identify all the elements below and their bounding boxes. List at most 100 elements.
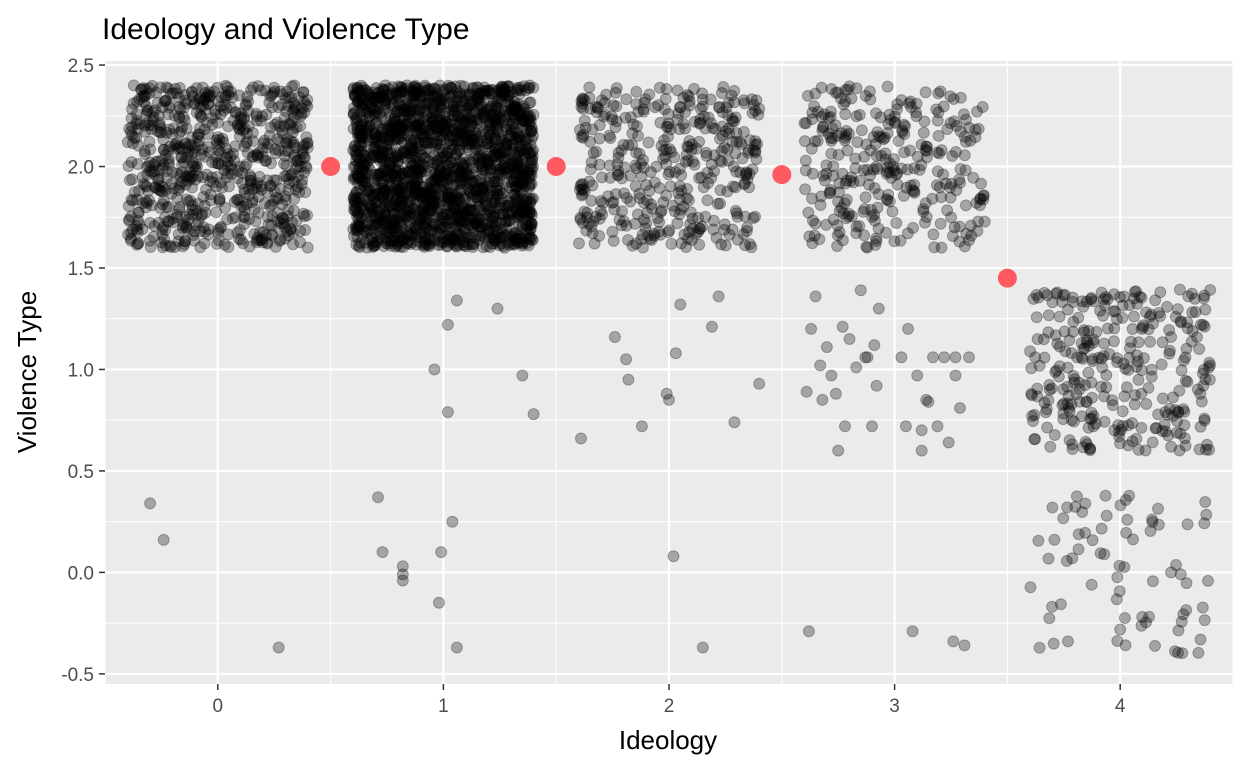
cluster-point <box>253 170 266 183</box>
cluster-point <box>241 90 254 103</box>
cluster-point <box>212 157 225 170</box>
cluster-point <box>1154 286 1167 299</box>
x-tick-label: 1 <box>438 696 449 717</box>
cluster-point <box>292 90 305 103</box>
cluster-point <box>263 96 276 109</box>
cluster-point <box>294 160 307 173</box>
cluster-point <box>1042 326 1055 339</box>
cluster-point <box>143 87 156 100</box>
data-point <box>674 298 687 311</box>
cluster-point <box>1098 548 1111 561</box>
cluster-point <box>178 235 191 248</box>
cluster-point <box>1083 442 1096 455</box>
cluster-point <box>152 155 165 168</box>
cluster-point <box>874 111 887 124</box>
cluster-point <box>242 120 255 133</box>
cluster-point <box>298 138 311 151</box>
data-point <box>839 420 851 433</box>
cluster-point <box>297 151 310 164</box>
cluster-point <box>154 122 167 134</box>
data-point <box>157 533 170 546</box>
data-point <box>432 596 445 609</box>
cluster-point <box>1085 578 1098 591</box>
cluster-point <box>271 207 284 219</box>
data-point <box>800 385 813 398</box>
cluster-point <box>418 79 431 92</box>
cluster-point <box>252 80 265 93</box>
cluster-point <box>173 91 185 104</box>
cluster-point <box>292 170 305 183</box>
cluster-point <box>395 87 407 99</box>
cluster-point <box>147 230 160 243</box>
cluster-point <box>233 89 246 102</box>
cluster-point <box>753 102 766 115</box>
cluster-point <box>1194 420 1207 433</box>
cluster-point <box>427 136 440 149</box>
cluster-point <box>451 218 464 231</box>
cluster-point <box>523 181 536 194</box>
cluster-point <box>491 227 504 240</box>
cluster-point <box>224 150 237 163</box>
cluster-point <box>229 211 242 224</box>
cluster-point <box>459 210 472 223</box>
y-tick-label: 1.5 <box>68 259 94 280</box>
cluster-point <box>131 223 143 236</box>
cluster-point <box>494 199 507 212</box>
cluster-point <box>891 98 904 111</box>
cluster-point <box>261 237 274 250</box>
cluster-point <box>164 140 177 153</box>
cluster-point <box>144 241 157 253</box>
cluster-point <box>1043 383 1056 396</box>
cluster-point <box>373 91 386 104</box>
cluster-point <box>212 116 224 129</box>
cluster-point <box>137 178 150 191</box>
cluster-point <box>279 136 292 149</box>
data-point <box>450 294 463 307</box>
cluster-point <box>891 178 904 191</box>
data-point <box>836 320 849 333</box>
cluster-point <box>258 197 271 210</box>
cluster-point <box>213 192 226 205</box>
cluster-point <box>932 87 945 100</box>
cluster-point <box>1079 497 1092 510</box>
cluster-point <box>971 225 984 237</box>
cluster-point <box>660 120 673 133</box>
cluster-point <box>368 127 381 140</box>
cluster-point <box>237 124 250 137</box>
cluster-point <box>228 195 241 208</box>
cluster-point <box>928 241 941 254</box>
cluster-point <box>699 210 712 223</box>
cluster-point <box>130 220 143 233</box>
cluster-point <box>888 115 901 128</box>
cluster-point <box>193 135 206 148</box>
data-point <box>608 331 621 343</box>
cluster-point <box>1180 604 1193 617</box>
cluster-point <box>960 113 972 126</box>
cluster-point <box>214 222 227 235</box>
cluster-point <box>258 134 271 147</box>
cluster-point <box>141 196 153 209</box>
cluster-point <box>366 168 379 181</box>
cluster-point <box>1072 311 1085 324</box>
cluster-point <box>196 171 209 184</box>
cluster-point <box>169 138 181 151</box>
cluster-point <box>127 97 140 110</box>
cluster-point <box>131 123 144 135</box>
cluster-point <box>1095 522 1108 535</box>
cluster-point <box>276 211 289 224</box>
cluster-point <box>194 100 207 113</box>
cluster-point <box>386 233 399 246</box>
data-point <box>667 550 680 563</box>
cluster-point <box>153 179 166 192</box>
cluster-point <box>172 184 185 197</box>
cluster-point <box>197 99 210 112</box>
cluster-point <box>354 91 367 103</box>
cluster-point <box>190 82 203 94</box>
cluster-point <box>146 79 159 92</box>
cluster-point <box>250 110 263 123</box>
cluster-point <box>1152 502 1164 515</box>
cluster-point <box>291 155 304 167</box>
cluster-point <box>284 169 297 182</box>
cluster-point <box>1066 443 1079 455</box>
cluster-point <box>232 165 245 177</box>
